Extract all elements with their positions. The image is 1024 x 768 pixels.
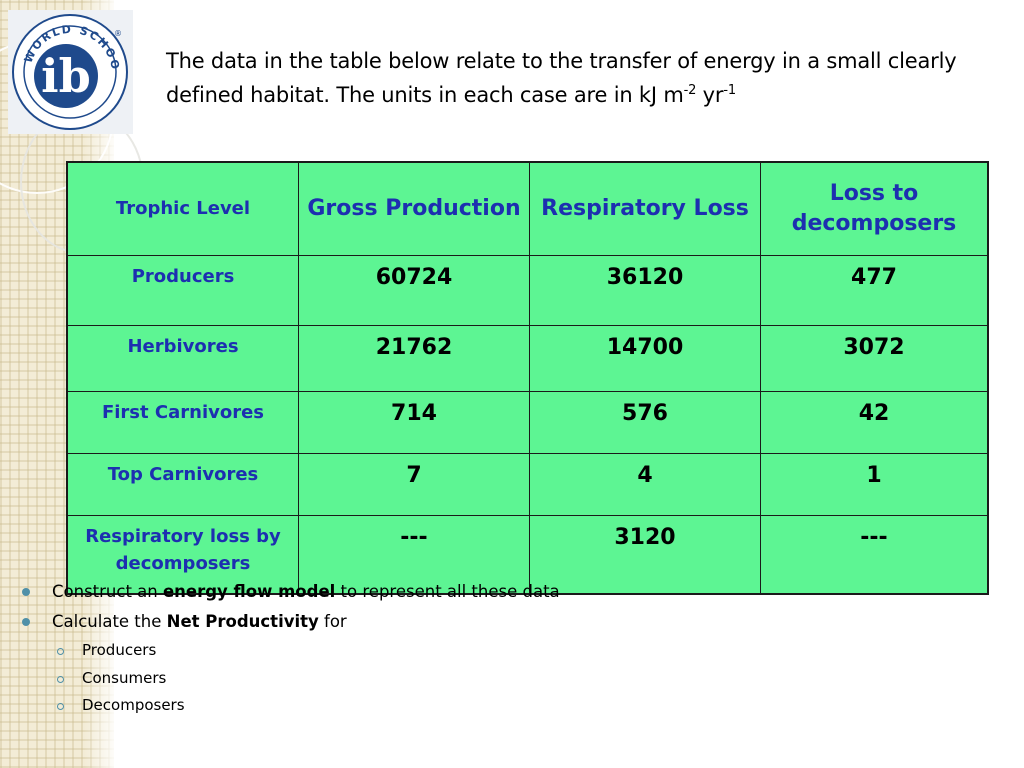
respiratory-loss-value: 36120 xyxy=(529,255,761,326)
table-header-row: Trophic Level Gross Production Respirato… xyxy=(66,161,989,256)
bullet-dot-icon xyxy=(22,618,30,626)
gross-production-value: 21762 xyxy=(298,325,530,392)
respiratory-loss-value: 3120 xyxy=(529,515,761,595)
bullet-text: for xyxy=(318,612,347,631)
table-row: Top Carnivores 7 4 1 xyxy=(66,453,989,516)
row-label: Respiratory loss by decomposers xyxy=(66,515,299,595)
title-unit: yr xyxy=(696,83,724,107)
decomposer-loss-value: 42 xyxy=(760,391,989,454)
table-row: Respiratory loss by decomposers --- 3120… xyxy=(66,515,989,595)
header-trophic-level: Trophic Level xyxy=(66,161,299,256)
ib-world-school-logo: WORLD SCHOOL ib ® xyxy=(8,10,133,134)
row-label: First Carnivores xyxy=(66,391,299,454)
decomposer-loss-value: 3072 xyxy=(760,325,989,392)
bullet-bold-text: energy flow model xyxy=(162,582,336,601)
row-label: Herbivores xyxy=(66,325,299,392)
header-loss-to-decomposers: Loss to decomposers xyxy=(760,161,989,256)
row-label: Top Carnivores xyxy=(66,453,299,516)
respiratory-loss-value: 14700 xyxy=(529,325,761,392)
decomposer-loss-value: --- xyxy=(760,515,989,595)
gross-production-value: --- xyxy=(298,515,530,595)
header-respiratory-loss: Respiratory Loss xyxy=(529,161,761,256)
decomposer-loss-value: 1 xyxy=(760,453,989,516)
bullet-text: to represent all these data xyxy=(335,582,560,601)
bullet-ring-icon xyxy=(57,648,64,655)
title-text: The data in the table below relate to th… xyxy=(166,49,957,107)
sub-list-item: Consumers xyxy=(22,665,560,693)
table-row: Producers 60724 36120 477 xyxy=(66,255,989,326)
bullet-dot-icon xyxy=(22,588,30,596)
bullet-ring-icon xyxy=(57,675,64,683)
table-row: First Carnivores 714 576 42 xyxy=(66,391,989,454)
bullet-text: Calculate the xyxy=(52,612,167,631)
respiratory-loss-value: 576 xyxy=(529,391,761,454)
gross-production-value: 714 xyxy=(298,391,530,454)
slide-title: The data in the table below relate to th… xyxy=(166,44,986,112)
logo-registered: ® xyxy=(114,29,122,38)
sub-bullet-text: Decomposers xyxy=(82,696,185,714)
sub-bullet-text: Consumers xyxy=(82,668,167,687)
sub-list-item: Decomposers xyxy=(22,692,560,720)
header-gross-production: Gross Production xyxy=(298,161,530,256)
instruction-list: Construct an energy flow model to repres… xyxy=(22,577,560,720)
bullet-text: Construct an xyxy=(52,582,163,601)
title-exponent-2: -1 xyxy=(723,83,736,98)
bullet-ring-icon xyxy=(57,703,64,710)
decomposer-loss-value: 477 xyxy=(760,255,989,326)
sub-bullet-text: Producers xyxy=(82,641,157,659)
energy-table: Trophic Level Gross Production Respirato… xyxy=(66,161,989,595)
logo-letters: ib xyxy=(41,49,91,103)
title-exponent-1: -2 xyxy=(683,83,697,98)
sub-list-item: Producers xyxy=(22,637,560,665)
list-item: Construct an energy flow model to repres… xyxy=(22,577,560,607)
gross-production-value: 7 xyxy=(298,453,530,516)
gross-production-value: 60724 xyxy=(298,255,530,326)
bullet-bold-text: Net Productivity xyxy=(166,612,319,631)
list-item: Calculate the Net Productivity for xyxy=(22,607,560,637)
row-label: Producers xyxy=(66,255,299,326)
table-row: Herbivores 21762 14700 3072 xyxy=(66,325,989,392)
respiratory-loss-value: 4 xyxy=(529,453,761,516)
